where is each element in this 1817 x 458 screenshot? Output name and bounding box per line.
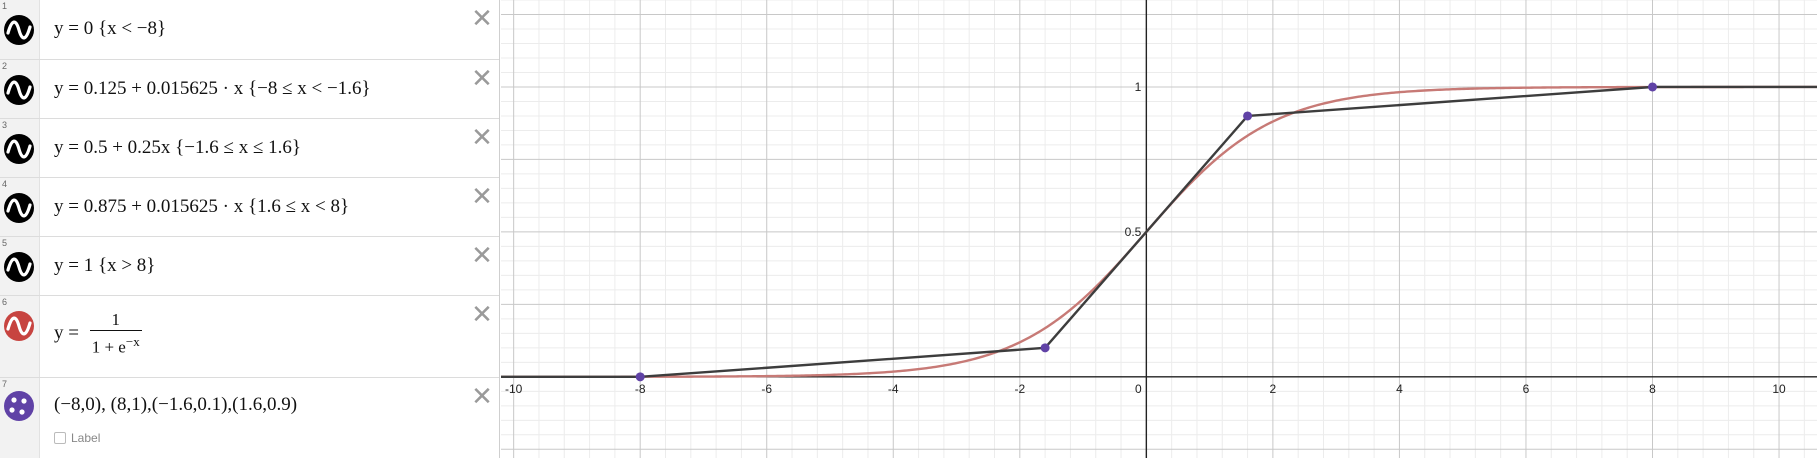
point-marker [1243,111,1253,121]
expression-list: 1 y = 0 {x < −8} ✕ 2 y = 0.125 + 0.01562… [0,0,500,458]
x-tick-label: -6 [761,382,772,396]
row-gutter[interactable]: 5 [0,237,40,295]
expression-text[interactable]: y = 0.125 + 0.015625 · x {−8 ≤ x < −1.6} [54,78,371,99]
piece-3-line [1043,114,1249,350]
row-number: 7 [2,379,8,389]
wave-icon[interactable] [3,310,35,342]
expression-row-1[interactable]: 1 y = 0 {x < −8} ✕ [0,0,499,60]
expression-text[interactable]: y = 0.5 + 0.25x {−1.6 ≤ x ≤ 1.6} [54,137,301,158]
row-number: 2 [2,61,8,71]
curves [501,85,1817,379]
denominator-exponent: −x [125,334,140,349]
axes [501,0,1817,458]
x-tick-label: 4 [1396,382,1403,396]
wave-icon[interactable] [3,192,35,224]
x-tick-label: -4 [888,382,899,396]
label-toggle[interactable]: Label [54,431,100,445]
close-icon[interactable]: ✕ [471,4,493,34]
points-icon[interactable] [3,390,35,422]
x-tick-label: -10 [505,382,523,396]
close-icon[interactable]: ✕ [471,182,493,212]
row-number: 4 [2,179,8,189]
fraction: 1 1 + e−x [89,310,142,359]
x-tick-label: 8 [1649,382,1656,396]
row-gutter[interactable]: 6 [0,296,40,377]
expression-content[interactable]: y = 1 {x > 8} ✕ [40,237,499,295]
minor-grid [501,0,1817,458]
x-tick-label: -2 [1014,382,1025,396]
close-icon[interactable]: ✕ [471,300,493,330]
row-number: 5 [2,238,8,248]
wave-icon[interactable] [3,14,35,46]
wave-icon[interactable] [3,251,35,283]
piece-2-line [638,346,1047,379]
row-gutter[interactable]: 2 [0,60,40,118]
expression-content[interactable]: (−8,0), (8,1),(−1.6,0.1),(1.6,0.9) Label… [40,378,499,458]
point-marker [1040,343,1050,353]
points [635,82,1657,382]
point-marker [1648,82,1657,92]
expression-content[interactable]: y = 0.5 + 0.25x {−1.6 ≤ x ≤ 1.6} ✕ [40,119,499,177]
expression-row-7[interactable]: 7 (−8,0), (8,1),(−1.6,0.1),(1.6,0.9) Lab… [0,378,499,458]
close-icon[interactable]: ✕ [471,241,493,271]
expression-content[interactable]: y = 0 {x < −8} ✕ [40,0,499,59]
expression-content[interactable]: y = 1 1 + e−x ✕ [40,296,499,377]
label-checkbox[interactable] [54,432,66,444]
expression-row-3[interactable]: 3 y = 0.5 + 0.25x {−1.6 ≤ x ≤ 1.6} ✕ [0,119,499,178]
x-tick-label: 0 [1135,382,1142,396]
row-gutter[interactable]: 3 [0,119,40,177]
wave-icon[interactable] [3,74,35,106]
row-gutter[interactable]: 1 [0,0,40,59]
expression-row-6[interactable]: 6 y = 1 1 + e−x ✕ [0,296,499,378]
close-icon[interactable]: ✕ [471,123,493,153]
row-number: 1 [2,1,8,11]
expression-lhs: y = [54,322,79,344]
expression-text[interactable]: y = 1 {x > 8} [54,255,156,276]
piece-4-line [1246,85,1654,118]
label-toggle-text: Label [71,431,101,445]
expression-content[interactable]: y = 0.875 + 0.015625 · x {1.6 ≤ x < 8} ✕ [40,178,499,236]
row-number: 6 [2,297,8,307]
fraction-numerator: 1 [89,310,142,331]
expression-text[interactable]: y = 0 {x < −8} [54,18,167,39]
point-marker [635,372,645,382]
y-tick-label: 1 [1135,80,1142,94]
expression-row-4[interactable]: 4 y = 0.875 + 0.015625 · x {1.6 ≤ x < 8}… [0,178,499,237]
expression-row-5[interactable]: 5 y = 1 {x > 8} ✕ [0,237,499,296]
graph-canvas[interactable]: -10 -8 -6 -4 -2 0 2 4 6 8 10 0.5 1 [501,0,1817,458]
row-gutter[interactable]: 7 [0,378,40,458]
expression-text[interactable]: y = 0.875 + 0.015625 · x {1.6 ≤ x < 8} [54,196,350,217]
expression-content[interactable]: y = 0.125 + 0.015625 · x {−8 ≤ x < −1.6}… [40,60,499,118]
x-tick-label: 2 [1270,382,1277,396]
expression-row-2[interactable]: 2 y = 0.125 + 0.015625 · x {−8 ≤ x < −1.… [0,60,499,119]
x-tick-label: 6 [1523,382,1530,396]
fraction-denominator: 1 + e−x [90,331,142,359]
expression-text[interactable]: y = 1 1 + e−x [54,310,142,359]
x-tick-label: -8 [635,382,646,396]
denominator-base: 1 + e [91,337,126,357]
row-gutter[interactable]: 4 [0,178,40,236]
x-tick-label: 10 [1772,382,1786,396]
close-icon[interactable]: ✕ [471,64,493,94]
expression-text[interactable]: (−8,0), (8,1),(−1.6,0.1),(1.6,0.9) [54,394,298,415]
tick-labels: -10 -8 -6 -4 -2 0 2 4 6 8 10 0.5 1 [505,80,1786,396]
row-number: 3 [2,120,8,130]
major-grid [501,0,1817,458]
y-tick-label: 0.5 [1125,225,1142,239]
close-icon[interactable]: ✕ [471,382,493,412]
wave-icon[interactable] [3,133,35,165]
